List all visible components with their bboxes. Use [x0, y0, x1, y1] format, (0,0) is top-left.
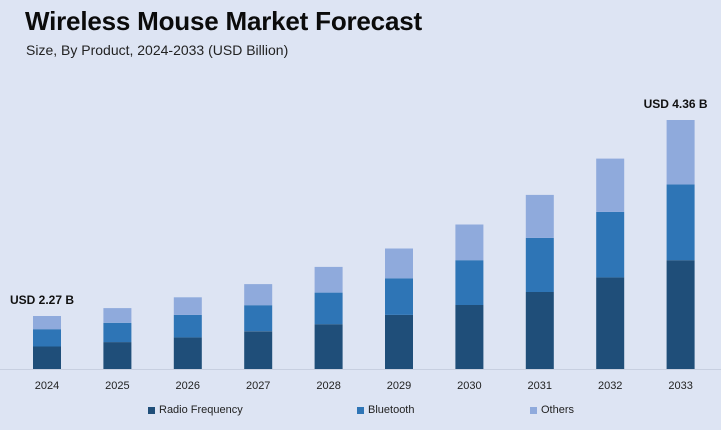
bar-radio-frequency-2032 [596, 277, 625, 369]
legend-label-radio-frequency: Radio Frequency [159, 404, 243, 416]
x-tick-label-2027: 2027 [246, 380, 270, 392]
bar-others-2030 [455, 224, 484, 261]
legend-item-bluetooth: Bluetooth [357, 404, 414, 416]
bar-others-2029 [385, 248, 413, 279]
legend-item-radio-frequency: Radio Frequency [148, 404, 243, 416]
x-tick-label-2026: 2026 [176, 380, 200, 392]
bar-others-2031 [525, 194, 554, 238]
x-tick-label-2032: 2032 [598, 380, 622, 392]
bar-radio-frequency-2033 [666, 260, 695, 369]
annotation-total-2033: USD 4.36 B [644, 97, 708, 111]
bar-bluetooth-2026 [173, 314, 202, 338]
bar-others-2033 [666, 120, 695, 185]
bar-bluetooth-2025 [103, 322, 132, 343]
bar-others-2028 [314, 266, 343, 293]
bar-radio-frequency-2027 [244, 331, 273, 369]
legend-swatch-bluetooth [357, 406, 364, 414]
bar-radio-frequency-2029 [385, 314, 413, 369]
legend-item-others: Others [530, 404, 574, 416]
bar-radio-frequency-2028 [314, 324, 343, 369]
bar-others-2032 [596, 158, 625, 212]
bar-radio-frequency-2025 [103, 342, 132, 369]
bar-bluetooth-2029 [385, 278, 413, 315]
x-tick-label-2028: 2028 [316, 380, 340, 392]
bar-others-2027 [244, 284, 273, 306]
x-tick-label-2024: 2024 [35, 380, 59, 392]
chart-subtitle: Size, By Product, 2024-2033 (USD Billion… [26, 42, 289, 58]
bar-radio-frequency-2031 [525, 292, 554, 369]
x-tick-label-2029: 2029 [387, 380, 411, 392]
x-tick-label-2033: 2033 [668, 380, 692, 392]
x-tick-label-2031: 2031 [528, 380, 552, 392]
bar-bluetooth-2028 [314, 292, 343, 325]
bar-others-2025 [103, 308, 132, 323]
bar-radio-frequency-2024 [33, 346, 61, 369]
x-tick-label-2030: 2030 [457, 380, 481, 392]
bar-bluetooth-2031 [525, 237, 554, 292]
x-tick-label-2025: 2025 [105, 380, 129, 392]
legend-swatch-radio-frequency [148, 406, 155, 414]
chart-title: Wireless Mouse Market Forecast [25, 6, 422, 36]
bar-bluetooth-2033 [666, 184, 695, 261]
bar-bluetooth-2027 [244, 305, 273, 332]
annotation-total-2024: USD 2.27 B [10, 293, 74, 307]
legend-swatch-others [530, 406, 537, 414]
bar-others-2024 [33, 316, 61, 330]
bar-bluetooth-2030 [455, 260, 484, 305]
bar-bluetooth-2024 [33, 329, 61, 347]
bar-radio-frequency-2030 [455, 304, 484, 369]
legend-label-bluetooth: Bluetooth [368, 404, 415, 416]
chart-legend: Radio Frequency Bluetooth Others [0, 404, 721, 420]
bar-radio-frequency-2026 [173, 337, 202, 369]
bar-others-2026 [173, 297, 202, 315]
legend-label-others: Others [541, 404, 575, 416]
bar-bluetooth-2032 [596, 211, 625, 278]
